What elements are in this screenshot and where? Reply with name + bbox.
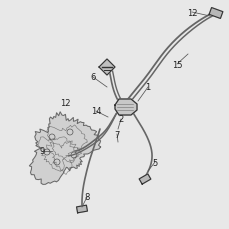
Polygon shape — [208, 8, 222, 19]
Text: 6: 6 — [90, 73, 95, 82]
Polygon shape — [114, 100, 136, 115]
Text: 5: 5 — [152, 158, 157, 167]
Polygon shape — [139, 174, 150, 184]
Polygon shape — [98, 60, 114, 76]
Text: 8: 8 — [84, 193, 89, 202]
Text: 12: 12 — [186, 8, 196, 17]
Text: 12: 12 — [60, 98, 70, 107]
Text: 15: 15 — [171, 60, 181, 69]
Text: 9: 9 — [39, 147, 44, 156]
Polygon shape — [29, 112, 100, 185]
Text: 14: 14 — [90, 107, 101, 116]
Text: 7: 7 — [114, 130, 119, 139]
Text: 1: 1 — [145, 83, 150, 92]
Polygon shape — [76, 205, 87, 213]
Text: 2: 2 — [118, 115, 123, 124]
